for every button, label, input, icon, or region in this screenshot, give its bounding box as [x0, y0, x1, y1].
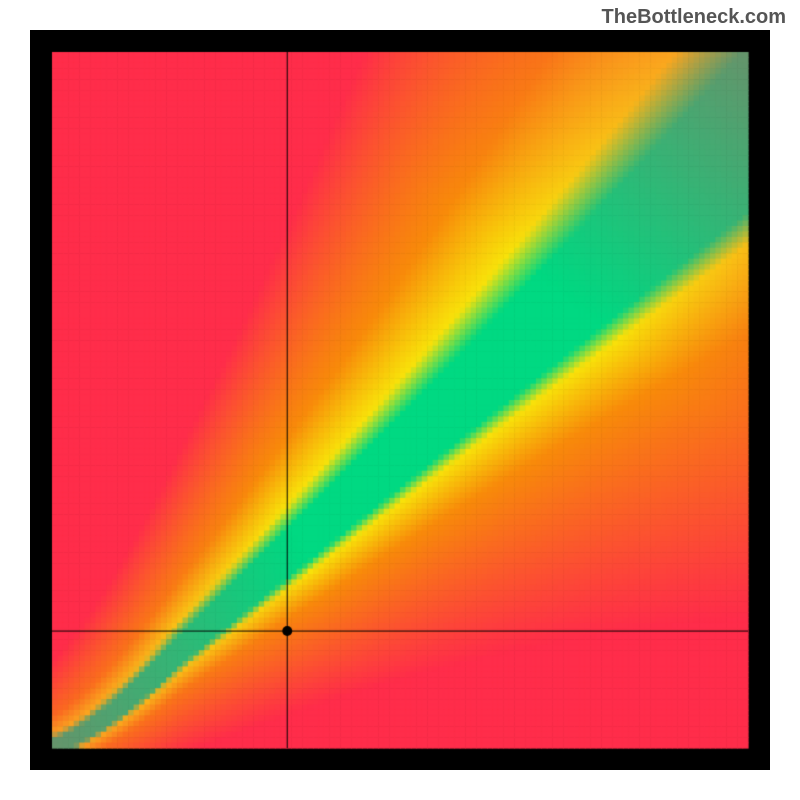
watermark-text: TheBottleneck.com — [602, 6, 786, 29]
image-container: TheBottleneck.com — [0, 0, 800, 800]
heatmap-canvas — [30, 30, 770, 770]
chart-outer-frame — [30, 30, 770, 770]
